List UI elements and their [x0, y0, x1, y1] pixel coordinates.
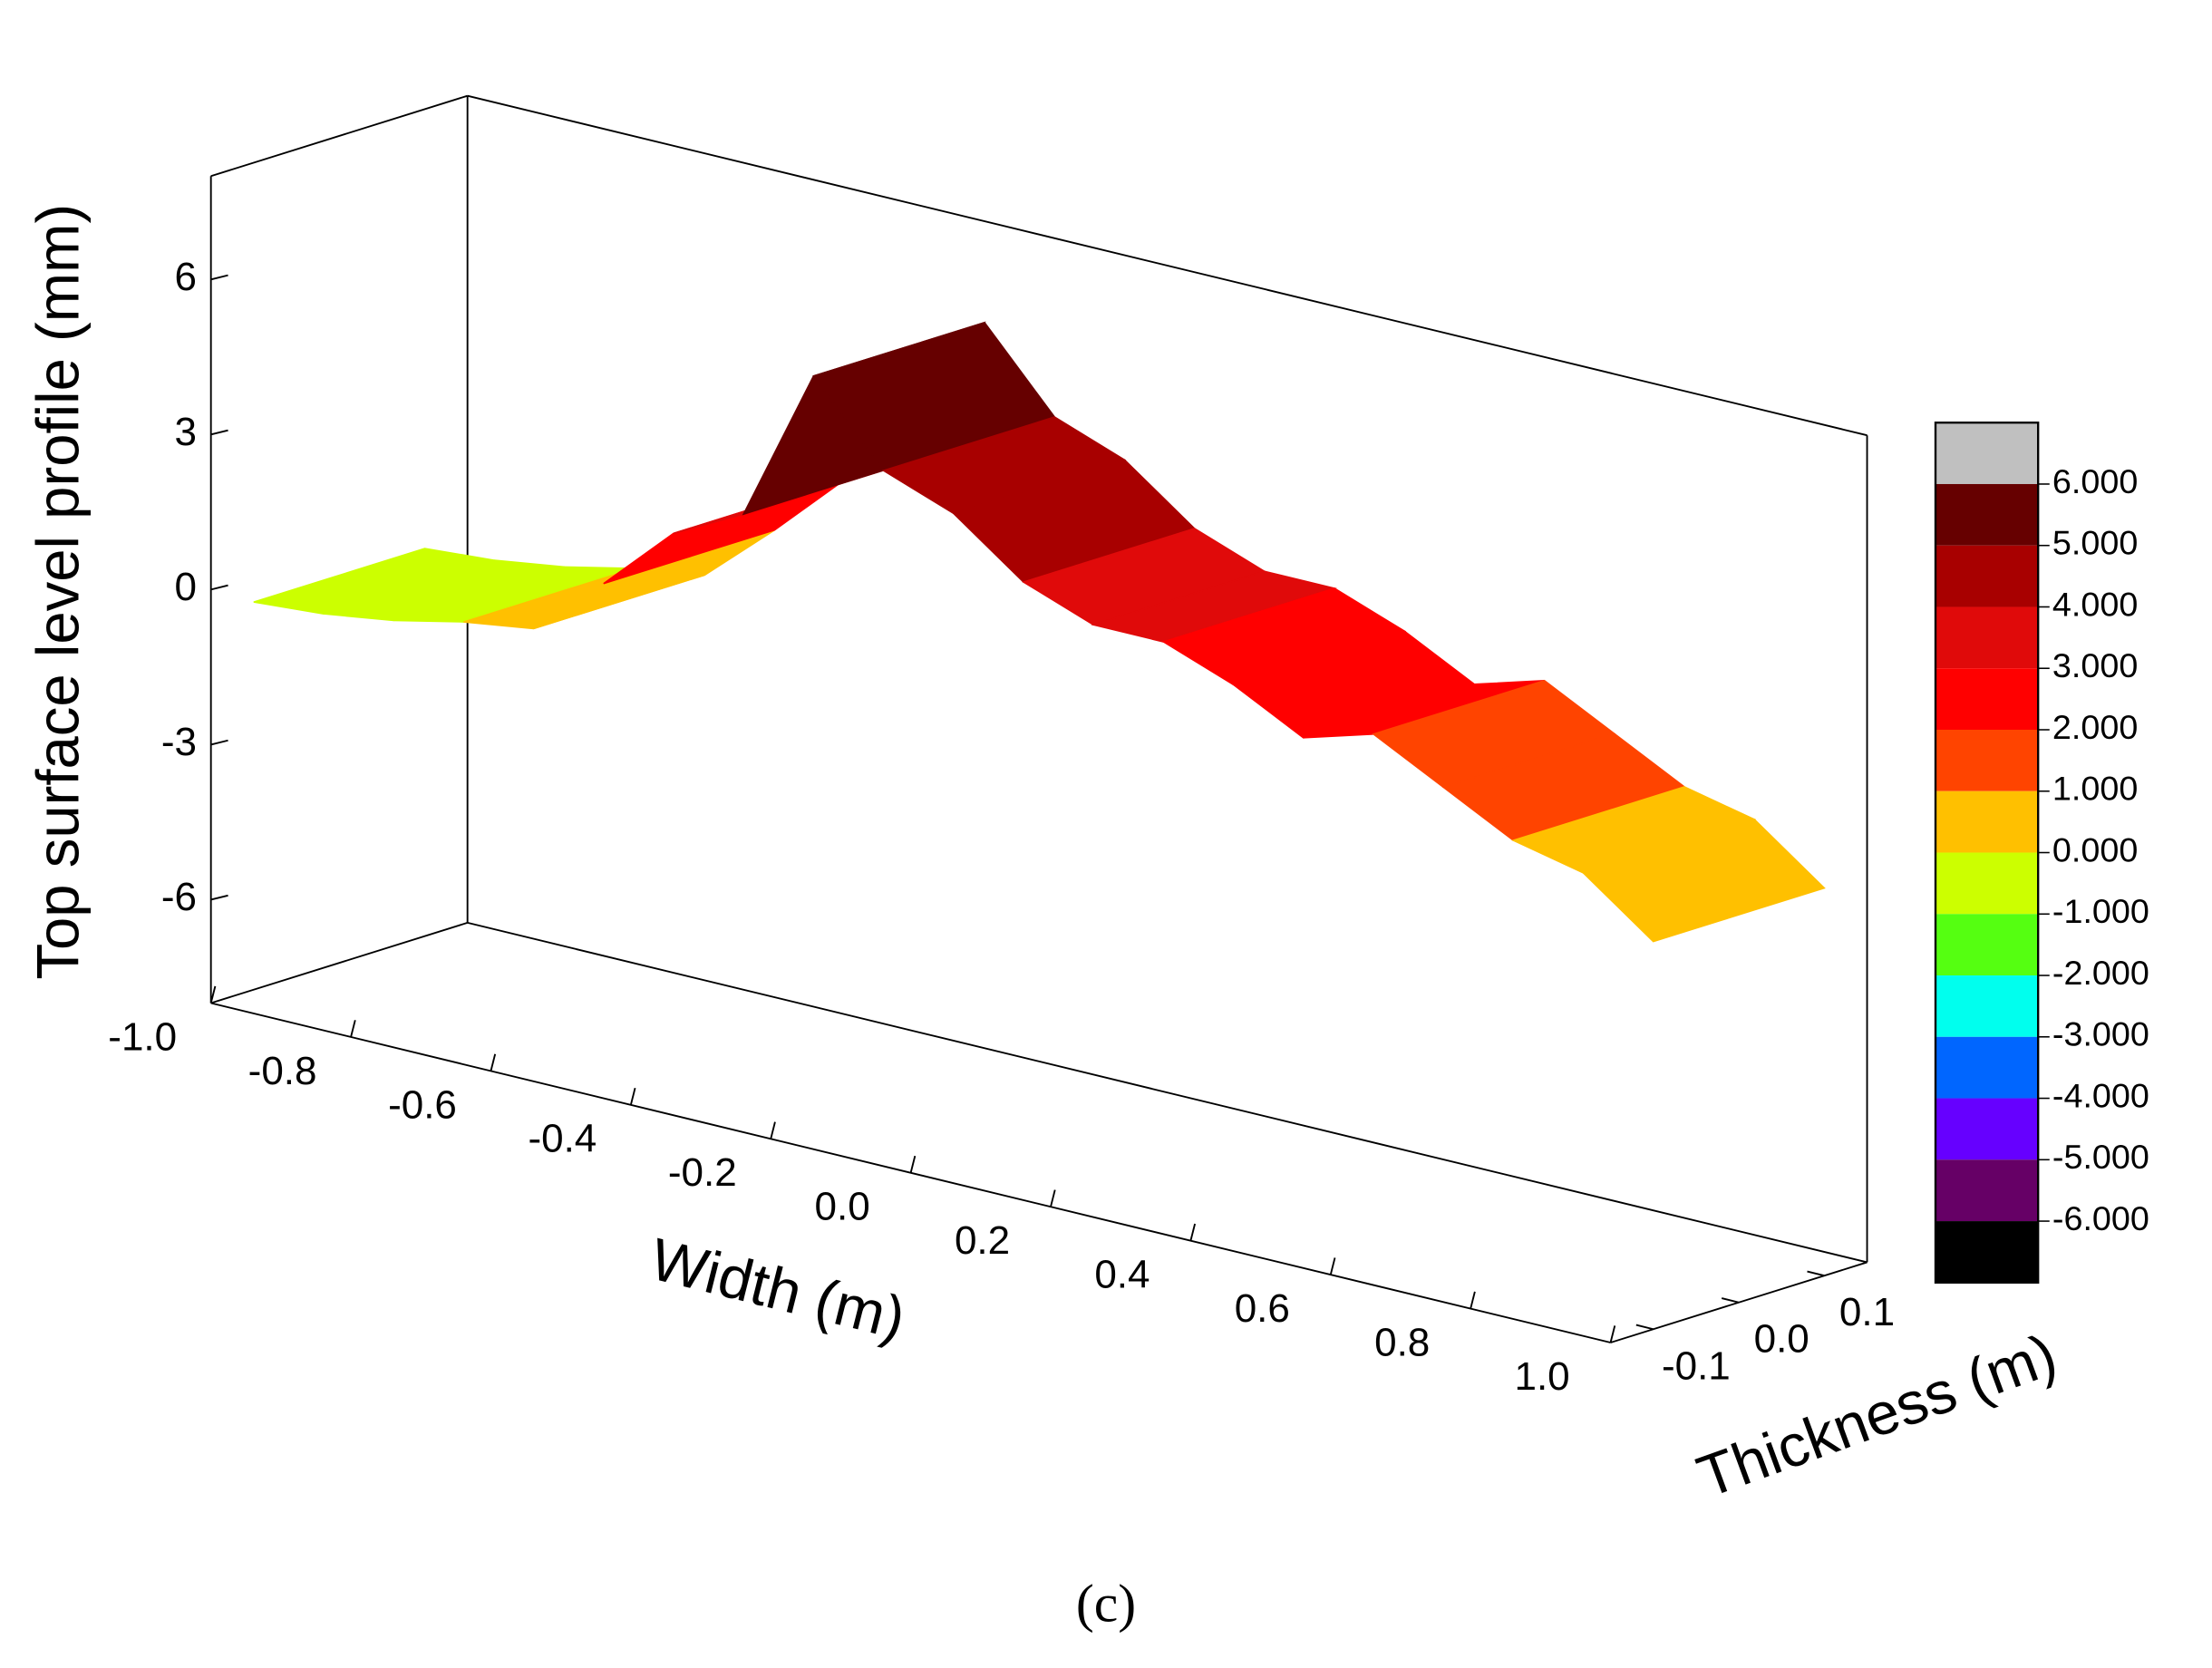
colorbar-label: 5.000 — [2052, 524, 2138, 562]
x-tick — [1609, 1325, 1616, 1343]
z-tick — [210, 894, 228, 901]
colorbar-swatch — [1936, 1159, 2039, 1222]
colorbar-swatch — [1936, 1221, 2039, 1283]
axis-line — [210, 94, 468, 178]
axis-line — [467, 94, 1868, 437]
x-tick — [629, 1087, 636, 1106]
x-tick — [909, 1155, 917, 1173]
x-tick-label: 0.6 — [1235, 1286, 1290, 1331]
x-tick-label: 0.0 — [815, 1185, 870, 1229]
x-tick — [1050, 1189, 1056, 1207]
x-tick-label: -0.8 — [248, 1049, 317, 1093]
x-tick — [1329, 1257, 1336, 1275]
y-tick — [1721, 1297, 1740, 1304]
colorbar-label: 0.000 — [2052, 831, 2138, 869]
colorbar-label: -6.000 — [2052, 1199, 2149, 1237]
z-tick — [210, 739, 228, 746]
caption: (c) — [1076, 1574, 1136, 1634]
colorbar-swatch — [1936, 852, 2039, 915]
colorbar-swatch — [1936, 1036, 2039, 1099]
colorbar-swatch — [1936, 606, 2039, 669]
z-tick-label: 3 — [174, 410, 196, 454]
z-tick — [210, 584, 228, 591]
axis-line — [467, 921, 1868, 1264]
colorbar-swatch — [1936, 545, 2039, 607]
colorbar-label: 6.000 — [2052, 462, 2138, 500]
x-tick-label: -0.2 — [668, 1150, 737, 1195]
colorbar-swatch — [1936, 975, 2039, 1037]
colorbar-label: -2.000 — [2052, 954, 2149, 992]
z-tick — [210, 429, 228, 436]
colorbar-label: -5.000 — [2052, 1138, 2149, 1176]
surface-patch — [1582, 818, 1826, 943]
z-tick-label: -3 — [161, 720, 197, 764]
colorbar-label: 2.000 — [2052, 708, 2138, 746]
x-tick — [1189, 1223, 1197, 1241]
colorbar-label: 4.000 — [2052, 586, 2138, 624]
colorbar-label: -3.000 — [2052, 1015, 2149, 1053]
y-tick — [1635, 1324, 1654, 1331]
x-tick-label: 1.0 — [1514, 1354, 1569, 1399]
x-axis-title: Width (m) — [644, 1226, 911, 1352]
axis-line — [210, 922, 468, 1004]
colorbar-swatch — [1936, 914, 2039, 976]
x-tick-label: 0.4 — [1094, 1253, 1150, 1297]
z-tick — [210, 274, 228, 281]
colorbar-swatch — [1936, 790, 2039, 853]
colorbar-label: -1.000 — [2052, 892, 2149, 930]
surface-patch — [603, 479, 846, 585]
x-tick — [770, 1121, 776, 1139]
x-tick — [209, 985, 217, 1004]
colorbar-swatch — [1936, 422, 2039, 484]
x-tick — [350, 1020, 356, 1038]
y-tick-label: 0.0 — [1754, 1317, 1809, 1362]
y-tick-label: 0.1 — [1839, 1290, 1895, 1334]
z-tick-label: -6 — [161, 875, 197, 919]
z-tick-label: 0 — [174, 565, 196, 609]
z-tick-label: 6 — [174, 255, 196, 299]
z-axis-title: Top surface level profile (mm) — [24, 204, 91, 980]
x-tick — [490, 1053, 497, 1072]
colorbar-label: 1.000 — [2052, 770, 2138, 808]
x-tick-label: 0.8 — [1374, 1321, 1430, 1365]
colorbar-label: 3.000 — [2052, 646, 2138, 684]
colorbar-swatch — [1936, 668, 2039, 730]
x-tick — [1470, 1291, 1476, 1309]
y-axis-title: Thickness (m) — [1689, 1322, 2065, 1510]
colorbar-label: -4.000 — [2052, 1077, 2149, 1115]
x-tick-label: 0.2 — [955, 1218, 1010, 1263]
colorbar-swatch — [1936, 1098, 2039, 1160]
y-tick-label: -0.1 — [1662, 1343, 1731, 1388]
x-tick-label: -0.6 — [388, 1083, 457, 1128]
y-tick — [1807, 1270, 1825, 1277]
colorbar-swatch — [1936, 730, 2039, 791]
colorbar-swatch — [1936, 483, 2039, 546]
x-tick-label: -0.4 — [528, 1117, 597, 1161]
x-tick-label: -1.0 — [108, 1015, 177, 1060]
